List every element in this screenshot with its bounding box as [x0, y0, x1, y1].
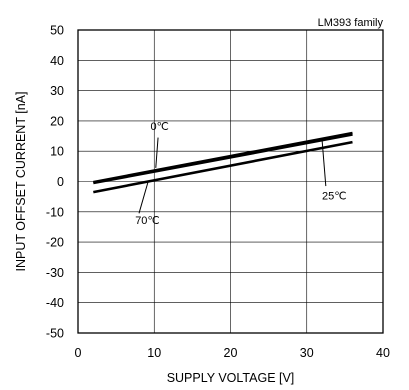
x-axis-title: SUPPLY VOLTAGE [V] — [167, 371, 295, 385]
x-tick-labels: 0 10 20 30 40 — [75, 346, 390, 360]
y-tick-labels: -50 -40 -30 -20 -10 0 10 20 30 40 50 — [46, 24, 64, 341]
x-tick-label: 0 — [75, 346, 82, 360]
y-tick-label: -30 — [46, 266, 64, 280]
series-annotation-label: 70℃ — [135, 215, 160, 227]
x-tick-label: 20 — [224, 346, 238, 360]
annotation-pointer-1 — [321, 139, 327, 187]
annotation-pointers — [138, 137, 327, 214]
grid-lines — [78, 30, 383, 333]
y-tick-label: 0 — [57, 175, 64, 189]
series-layer — [93, 131, 353, 194]
chart-note: LM393 family — [318, 17, 384, 29]
y-tick-label: -50 — [46, 327, 64, 341]
y-tick-label: -40 — [46, 296, 64, 310]
annotation-pointer-2 — [138, 181, 149, 214]
y-tick-label: -20 — [46, 236, 64, 250]
y-tick-label: 30 — [50, 84, 64, 98]
y-tick-label: 10 — [50, 145, 64, 159]
x-tick-label: 30 — [300, 346, 314, 360]
series-annotation-label: 25℃ — [322, 191, 347, 203]
x-tick-label: 40 — [376, 346, 390, 360]
series-line-2 — [93, 140, 353, 194]
annotation-pointer-0 — [155, 137, 159, 168]
y-axis-title: INPUT OFFSET CURRENT [nA] — [14, 92, 28, 272]
plot-frame — [77, 29, 384, 334]
series-line-1 — [93, 131, 353, 184]
y-tick-label: 50 — [50, 24, 64, 38]
x-tick-label: 10 — [147, 346, 161, 360]
series-annotations: 0℃ 25℃ 70℃ — [135, 121, 346, 227]
y-tick-label: -10 — [46, 205, 64, 219]
y-tick-label: 40 — [50, 54, 64, 68]
y-tick-label: 20 — [50, 114, 64, 128]
series-annotation-label: 0℃ — [150, 121, 168, 133]
